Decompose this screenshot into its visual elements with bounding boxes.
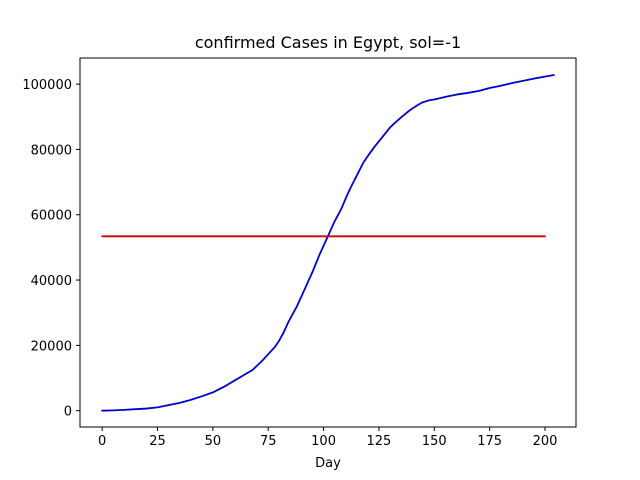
- x-tick-label: 150: [422, 434, 447, 449]
- y-tick-label: 100000: [22, 78, 72, 93]
- chart-title: confirmed Cases in Egypt, sol=-1: [195, 33, 461, 52]
- series-line-confirmed: [101, 74, 555, 412]
- x-tick-label: 175: [477, 434, 502, 449]
- y-tick-label: 40000: [31, 274, 72, 289]
- y-tick-label: 80000: [31, 143, 72, 158]
- y-tick-label: 0: [64, 405, 72, 420]
- x-axis-label: Day: [315, 456, 341, 471]
- y-tick-label: 20000: [31, 339, 72, 354]
- x-tick-label: 50: [205, 434, 222, 449]
- x-tick-label: 75: [260, 434, 277, 449]
- x-tick-label: 25: [149, 434, 166, 449]
- plot-frame: [79, 57, 577, 428]
- plot-area: [101, 74, 555, 412]
- x-tick-label: 125: [367, 434, 392, 449]
- x-tick-label: 0: [98, 434, 106, 449]
- x-tick-label: 100: [311, 434, 336, 449]
- y-tick-label: 60000: [31, 209, 72, 224]
- x-tick-label: 200: [533, 434, 558, 449]
